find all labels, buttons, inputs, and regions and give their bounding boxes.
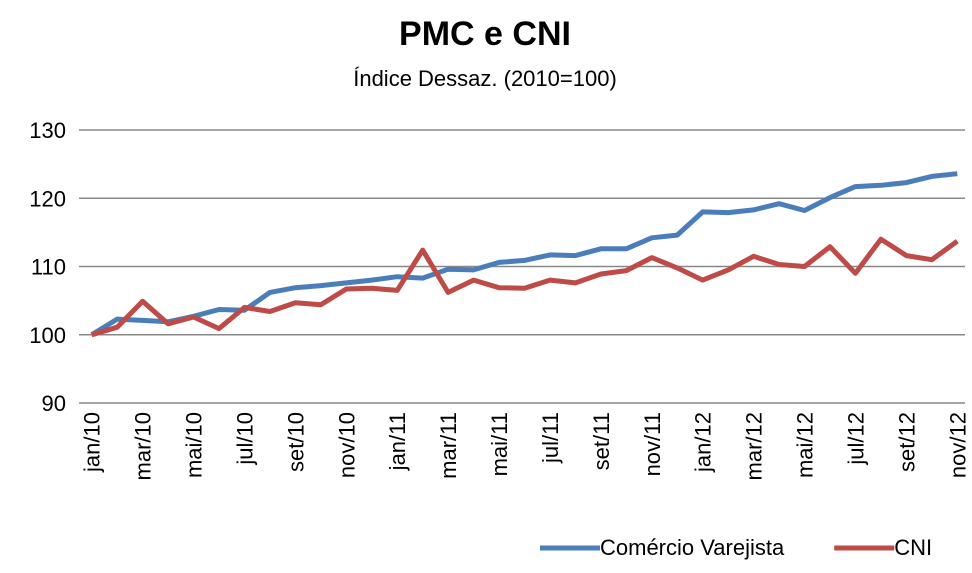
chart-title: PMC e CNI: [399, 15, 571, 53]
x-tick-label: jul/10: [232, 412, 257, 466]
y-tick-label: 100: [29, 323, 66, 348]
x-tick-label: jan/12: [691, 412, 716, 473]
x-tick-label: mar/12: [742, 412, 767, 480]
x-tick-label: mai/11: [487, 412, 512, 476]
x-tick-label: nov/10: [334, 412, 359, 478]
legend-label: Comércio Varejista: [600, 535, 785, 560]
x-tick-label: jan/11: [385, 412, 410, 471]
x-tick-label: set/10: [283, 412, 308, 472]
x-tick-label: jan/10: [80, 412, 105, 473]
x-tick-label: set/11: [589, 412, 614, 470]
x-tick-label: set/12: [894, 412, 919, 472]
x-tick-label: mar/10: [131, 412, 156, 480]
y-tick-label: 120: [29, 186, 66, 211]
legend-label: CNI: [894, 535, 932, 560]
x-tick-label: nov/11: [640, 412, 665, 476]
x-tick-label: mai/10: [182, 412, 207, 478]
series-line: [90, 236, 959, 338]
y-tick-label: 90: [42, 391, 66, 416]
chart-subtitle: Índice Dessaz. (2010=100): [353, 66, 617, 91]
x-tick-label: jul/12: [843, 412, 868, 466]
y-tick-label: 130: [29, 118, 66, 143]
x-tick-label: mai/12: [793, 412, 818, 478]
x-tick-label: mar/11: [436, 412, 461, 479]
y-tick-label: 110: [31, 255, 66, 280]
x-tick-label: jul/11: [538, 412, 563, 464]
x-tick-label: nov/12: [945, 412, 970, 478]
series-line: [90, 171, 958, 337]
